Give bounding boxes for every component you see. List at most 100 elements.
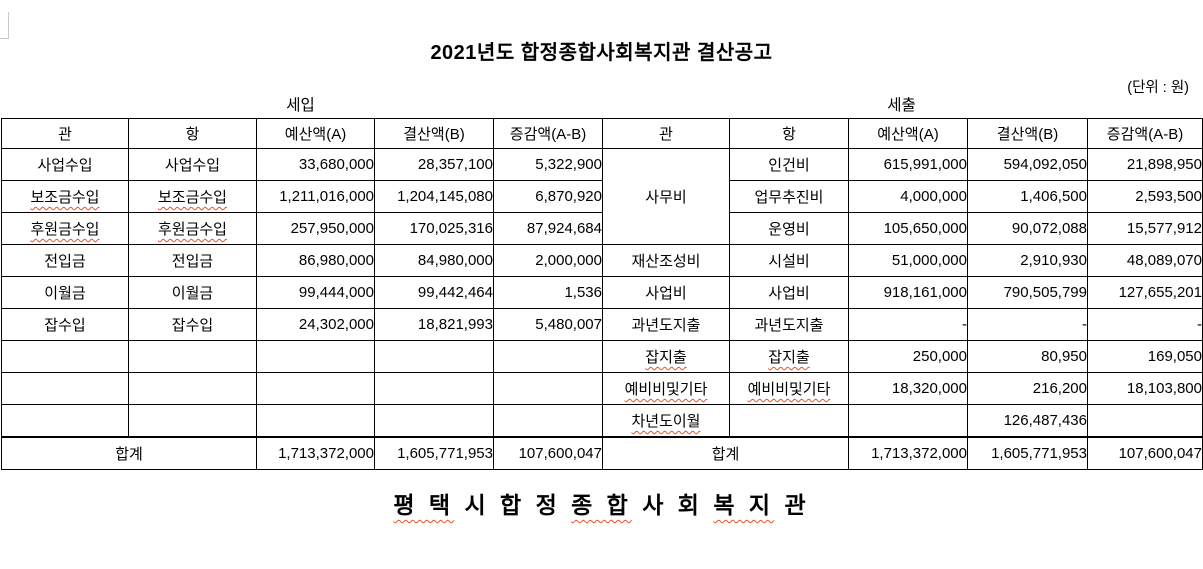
table-header-cell: 예산액(A) — [256, 118, 375, 149]
table-cell: 운영비 — [729, 212, 849, 245]
table-cell: 127,655,201 — [1087, 276, 1203, 309]
table-cell: 18,821,993 — [374, 308, 494, 341]
table-body: 사업수입 사업수입 33,680,000 28,357,100 5,322,900 사무비… — [1, 148, 1203, 470]
table-cell — [256, 404, 375, 438]
table-cell — [1, 372, 129, 405]
table-cell: 257,950,000 — [256, 212, 375, 245]
table-cell: 이월금 — [1, 276, 129, 309]
table-cell: 예비비및기타 — [729, 372, 849, 405]
table-cell — [128, 372, 257, 405]
table-cell: 1,713,372,000 — [848, 436, 968, 470]
table-cell: 1,204,145,080 — [374, 180, 494, 213]
table-cell: 사업수입 — [128, 148, 257, 181]
table-cell: 918,161,000 — [848, 276, 968, 309]
budget-table: 관 항 예산액(A) 결산액(B) 증감액(A-B) 관 항 예산액(A) 결산액(B) 증감액(… — [1, 118, 1203, 470]
table-cell: 33,680,000 — [256, 148, 375, 181]
table-cell: 1,536 — [493, 276, 603, 309]
table-cell: 1,605,771,953 — [374, 436, 494, 470]
table-cell: 21,898,950 — [1087, 148, 1203, 181]
expenditure-section-caption: 세출 — [887, 97, 916, 114]
table-cell — [848, 404, 968, 438]
table-cell: 250,000 — [848, 340, 968, 373]
table-header-cell: 관 — [602, 118, 730, 149]
table-cell: 전입금 — [128, 244, 257, 277]
table-cell: 107,600,047 — [1087, 436, 1203, 470]
table-cell: 99,442,464 — [374, 276, 494, 309]
table-cell: 87,924,684 — [493, 212, 603, 245]
table-cell — [493, 372, 603, 405]
table-cell: 사업비 — [602, 276, 730, 309]
revenue-section-caption: 세입 — [286, 97, 315, 114]
table-cell: 사업수입 — [1, 148, 129, 181]
table-cell: 잡지출 — [602, 340, 730, 373]
table-cell: 18,103,800 — [1087, 372, 1203, 405]
table-row: 예비비및기타 예비비및기타 18,320,000 216,200 18,103,800 — [1, 372, 1203, 405]
footer-org-name-segment: 평 택 — [393, 492, 455, 518]
table-cell: 보조금수입 — [1, 180, 129, 213]
table-cell: - — [1087, 308, 1203, 341]
table-header-cell: 항 — [729, 118, 849, 149]
table-header-cell: 항 — [128, 118, 257, 149]
footer-org-name: 평 택 시 합 정 종 합 사 회 복 지 관 — [0, 486, 1203, 520]
footer-org-name-segment: 사 회 — [631, 492, 714, 518]
table-cell — [493, 340, 603, 373]
table-cell: 업무추진비 — [729, 180, 849, 213]
table-cell — [1, 404, 129, 438]
table-header-cell: 결산액(B) — [374, 118, 494, 149]
table-cell: 51,000,000 — [848, 244, 968, 277]
footer-org-name-segment: 종 합 — [571, 492, 632, 518]
table-cell — [256, 340, 375, 373]
table-cell: 216,200 — [967, 372, 1088, 405]
table-cell: 5,322,900 — [493, 148, 603, 181]
table-cell: 107,600,047 — [493, 436, 603, 470]
table-cell: 48,089,070 — [1087, 244, 1203, 277]
table-cell — [374, 372, 494, 405]
table-cell: 후원금수입 — [1, 212, 129, 245]
table-cell: 4,000,000 — [848, 180, 968, 213]
table-row: 잡수입 잡수입 24,302,000 18,821,993 5,480,007 과년도지출… — [1, 308, 1203, 341]
table-cell: 후원금수입 — [128, 212, 257, 245]
table-cell: 과년도지출 — [602, 308, 730, 341]
table-cell: 15,577,912 — [1087, 212, 1203, 245]
table-cell — [374, 340, 494, 373]
table-row: 후원금수입 후원금수입 257,950,000 170,025,316 87,924,6… — [1, 212, 1203, 245]
table-cell: 169,050 — [1087, 340, 1203, 373]
unit-note: (단위 : 원) — [1127, 80, 1189, 96]
table-cell: 2,910,930 — [967, 244, 1088, 277]
footer-org-name-segment: 관 — [774, 492, 810, 518]
table-cell: 790,505,799 — [967, 276, 1088, 309]
table-cell: - — [967, 308, 1088, 341]
table-cell: 28,357,100 — [374, 148, 494, 181]
page-title: 2021년도 합정종합사회복지관 결산공고 — [430, 42, 773, 64]
table-cell: 사무비 — [602, 148, 730, 245]
page-corner-mark — [0, 12, 9, 39]
table-cell: 1,713,372,000 — [256, 436, 375, 470]
table-cell: - — [848, 308, 968, 341]
table-cell: 인건비 — [729, 148, 849, 181]
table-cell: 86,980,000 — [256, 244, 375, 277]
table-cell: 5,480,007 — [493, 308, 603, 341]
table-cell: 90,072,088 — [967, 212, 1088, 245]
table-cell: 594,092,050 — [967, 148, 1088, 181]
table-cell: 합계 — [1, 436, 257, 470]
table-cell — [493, 404, 603, 438]
table-cell: 6,870,920 — [493, 180, 603, 213]
table-row: 잡지출 잡지출 250,000 80,950 169,050 — [1, 340, 1203, 373]
table-cell: 잡지출 — [729, 340, 849, 373]
table-cell: 1,211,016,000 — [256, 180, 375, 213]
table-cell: 2,593,500 — [1087, 180, 1203, 213]
table-cell: 615,991,000 — [848, 148, 968, 181]
table-header-row: 관 항 예산액(A) 결산액(B) 증감액(A-B) 관 항 예산액(A) 결산액(B) 증감액(… — [1, 118, 1203, 149]
table-cell — [729, 404, 849, 438]
table-cell: 이월금 — [128, 276, 257, 309]
table-cell: 170,025,316 — [374, 212, 494, 245]
table-row: 이월금 이월금 99,444,000 99,442,464 1,536 사업비 사업비 918… — [1, 276, 1203, 309]
table-cell: 전입금 — [1, 244, 129, 277]
table-row: 사업수입 사업수입 33,680,000 28,357,100 5,322,900 사무비… — [1, 148, 1203, 245]
table-cell — [128, 404, 257, 438]
table-cell — [374, 404, 494, 438]
table-cell: 84,980,000 — [374, 244, 494, 277]
table-cell: 2,000,000 — [493, 244, 603, 277]
table-cell: 1,605,771,953 — [967, 436, 1088, 470]
table-cell: 126,487,436 — [967, 404, 1088, 438]
